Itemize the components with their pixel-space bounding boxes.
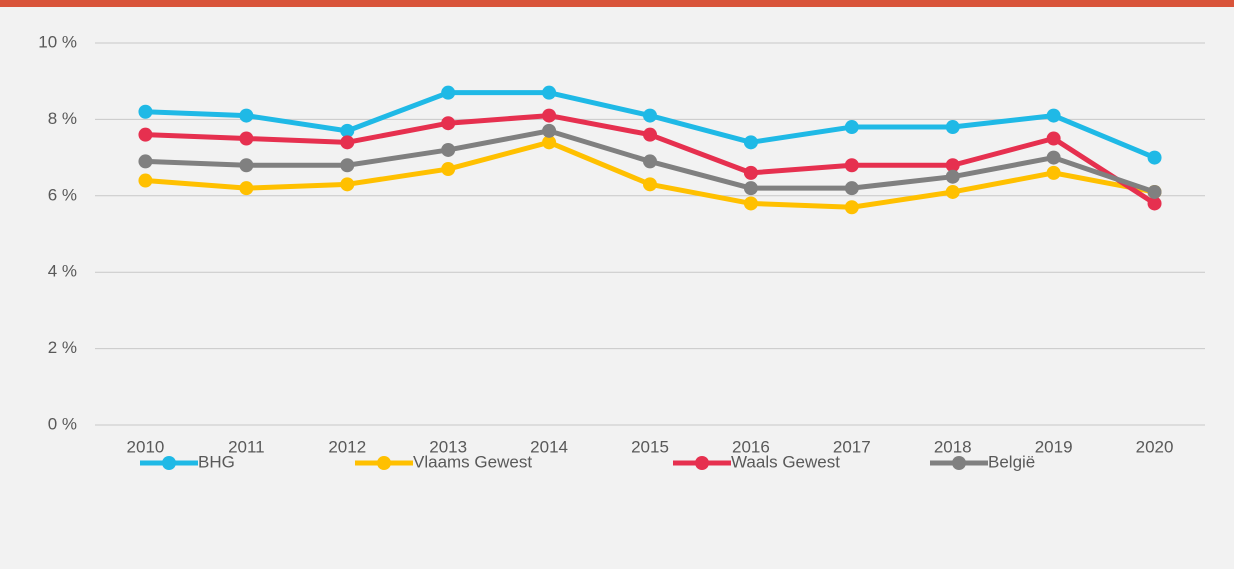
point bbox=[340, 123, 355, 138]
point bbox=[1147, 196, 1162, 211]
point bbox=[340, 135, 355, 150]
point bbox=[239, 181, 254, 196]
y-tick-label: 0 % bbox=[48, 414, 77, 433]
point bbox=[239, 158, 254, 173]
point bbox=[1046, 131, 1061, 146]
x-tick-label: 2014 bbox=[530, 437, 568, 456]
point bbox=[643, 177, 657, 192]
point bbox=[743, 196, 758, 211]
point bbox=[1147, 150, 1162, 165]
x-tick-label: 2016 bbox=[732, 437, 770, 456]
point bbox=[1046, 108, 1061, 123]
point bbox=[542, 108, 557, 123]
point bbox=[138, 104, 153, 119]
legend-label: Vlaams Gewest bbox=[413, 452, 532, 471]
point bbox=[542, 85, 557, 100]
x-tick-label: 2010 bbox=[127, 437, 165, 456]
point bbox=[643, 108, 657, 123]
x-tick-label: 2019 bbox=[1035, 437, 1073, 456]
point bbox=[138, 173, 153, 188]
y-tick-label: 10 % bbox=[38, 32, 77, 51]
y-tick-label: 2 % bbox=[48, 338, 77, 357]
point bbox=[844, 181, 859, 196]
x-tick-label: 2020 bbox=[1136, 437, 1174, 456]
point bbox=[643, 127, 657, 142]
legend-label: Waals Gewest bbox=[731, 452, 840, 471]
point bbox=[945, 158, 960, 173]
point bbox=[441, 162, 456, 177]
point bbox=[743, 165, 758, 180]
point bbox=[1046, 150, 1061, 165]
point bbox=[340, 158, 355, 173]
legend-label: BHG bbox=[198, 452, 235, 471]
legend-marker bbox=[695, 456, 709, 470]
legend-marker bbox=[162, 456, 176, 470]
legend-marker bbox=[377, 456, 391, 470]
point bbox=[844, 120, 859, 135]
header-rule bbox=[0, 0, 1234, 7]
x-tick-label: 2017 bbox=[833, 437, 871, 456]
x-tick-label: 2012 bbox=[328, 437, 366, 456]
point bbox=[945, 120, 960, 135]
y-tick-label: 6 % bbox=[48, 185, 77, 204]
x-tick-label: 2018 bbox=[934, 437, 972, 456]
y-tick-label: 4 % bbox=[48, 262, 77, 281]
x-tick-label: 2011 bbox=[228, 437, 265, 456]
point bbox=[239, 108, 254, 123]
y-tick-label: 8 % bbox=[48, 109, 77, 128]
point bbox=[441, 116, 456, 131]
point bbox=[844, 200, 859, 215]
point bbox=[945, 184, 960, 199]
point bbox=[340, 177, 355, 192]
point bbox=[844, 158, 859, 173]
point bbox=[138, 127, 153, 142]
point bbox=[643, 154, 657, 169]
point bbox=[138, 154, 153, 169]
point bbox=[441, 142, 456, 157]
point bbox=[1147, 184, 1162, 199]
point bbox=[542, 135, 557, 150]
point bbox=[441, 85, 456, 100]
point bbox=[945, 169, 960, 184]
legend-label: België bbox=[988, 452, 1035, 471]
point bbox=[743, 135, 758, 150]
point bbox=[239, 131, 254, 146]
x-tick-label: 2013 bbox=[429, 437, 467, 456]
point bbox=[1046, 165, 1061, 180]
point bbox=[542, 123, 557, 138]
legend-marker bbox=[952, 456, 966, 470]
point bbox=[743, 181, 758, 196]
x-tick-label: 2015 bbox=[631, 437, 669, 456]
